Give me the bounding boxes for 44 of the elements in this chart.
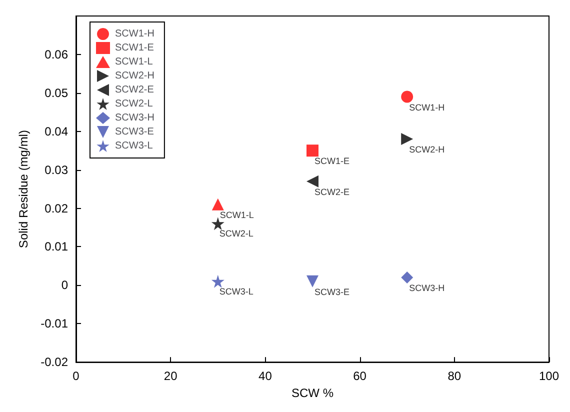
legend-label: SCW3-L <box>115 140 154 152</box>
text: SCW1-H <box>409 102 445 112</box>
y-tick-label: 0.04 <box>44 124 68 138</box>
y-tick-label: 0.03 <box>44 162 68 177</box>
text: SCW3-L <box>219 286 254 296</box>
point <box>211 274 224 288</box>
point <box>306 175 318 188</box>
y-tick-label: -0.02 <box>40 355 68 370</box>
y-tick-label: 0.02 <box>44 201 68 216</box>
legend-label: SCW3-E <box>115 126 154 138</box>
text: SCW1-E <box>314 156 350 166</box>
y-tick-label: 0.06 <box>44 47 68 62</box>
x-tick-label: 100 <box>538 369 560 384</box>
x-tick-label: 60 <box>353 369 367 384</box>
legend-label: SCW3-H <box>115 112 154 124</box>
text: SCW2-E <box>314 186 350 197</box>
legend-label: SCW2-L <box>115 98 154 110</box>
legend-label: SCW1-H <box>115 28 154 40</box>
legend-label: SCW1-E <box>115 42 154 54</box>
point <box>401 133 414 146</box>
y-tick-label: 0 <box>61 278 68 292</box>
text: SCW3-H <box>409 283 445 293</box>
point <box>401 90 414 103</box>
x-tick-label: 20 <box>164 369 178 384</box>
text: SCW2-H <box>409 144 445 155</box>
text: SCW3-E <box>314 286 350 297</box>
y-tick-label: -0.01 <box>40 316 68 331</box>
text: SCW1-L <box>220 210 254 220</box>
x-axis-title: SCW % <box>291 386 334 400</box>
point <box>306 275 318 288</box>
x-tick-label: 40 <box>258 369 272 384</box>
x-tick-label: 80 <box>448 369 462 384</box>
y-axis-title: Solid Residue (mg/ml) <box>16 130 31 248</box>
point <box>306 144 318 157</box>
point <box>211 217 224 230</box>
point <box>212 198 224 210</box>
text: SCW2-L <box>219 228 254 239</box>
legend-label: SCW2-H <box>115 70 154 82</box>
point <box>401 272 414 284</box>
y-tick-label: 0.05 <box>44 86 68 100</box>
legend-label: SCW2-E <box>115 84 154 96</box>
legend-label: SCW1-L <box>115 56 154 68</box>
x-tick-label: 0 <box>72 369 80 384</box>
y-tick-label: 0.01 <box>44 240 68 254</box>
